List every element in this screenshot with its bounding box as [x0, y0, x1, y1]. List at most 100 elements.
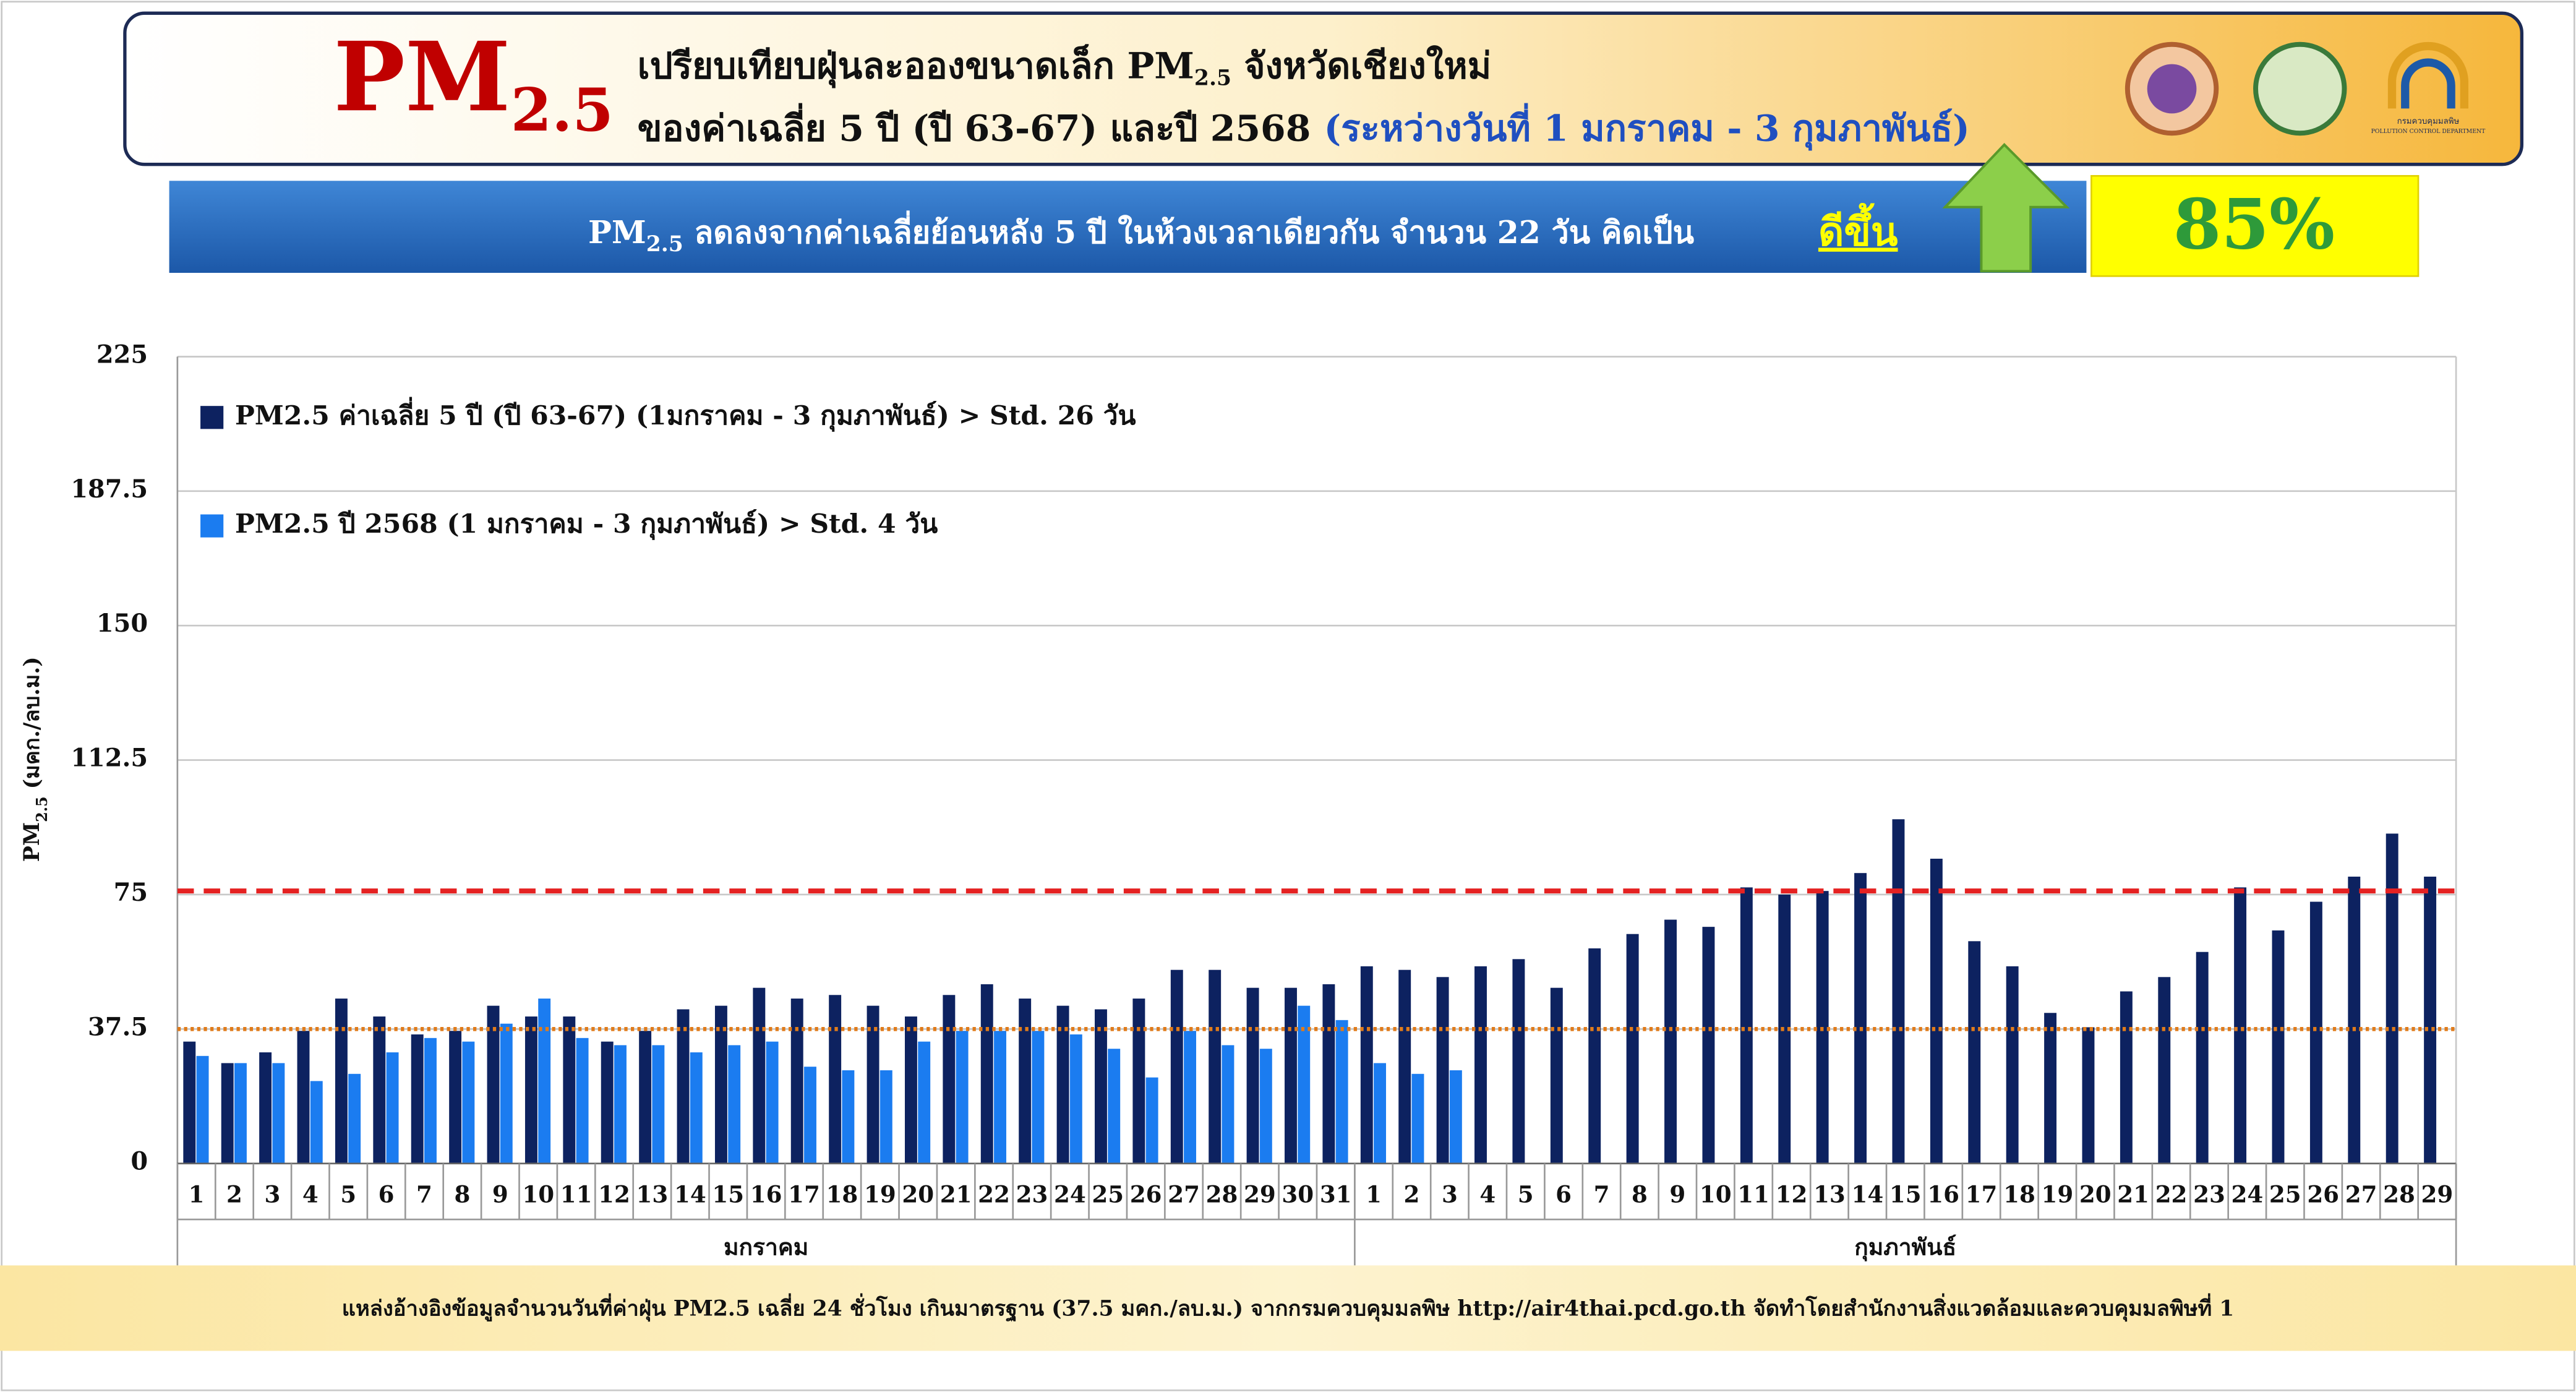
bar	[500, 1023, 513, 1164]
x-tick-label: 8	[454, 1180, 470, 1208]
bar	[524, 1016, 537, 1164]
bar	[1209, 969, 1222, 1164]
x-tick-label: 26	[1130, 1180, 1162, 1208]
bar	[1626, 934, 1639, 1164]
x-tick-label: 9	[1669, 1180, 1685, 1208]
x-tick-label: 21	[2117, 1180, 2149, 1208]
x-tick-label: 3	[264, 1180, 280, 1208]
text-part: (มคก./ลบ.ม.)	[20, 656, 45, 796]
text-part: จังหวัดเชียงใหม่	[1231, 45, 1491, 87]
logo-seal-2	[2253, 41, 2347, 136]
text-part: PM	[20, 822, 45, 862]
bar	[1145, 1077, 1158, 1164]
bar	[2309, 901, 2322, 1164]
bar	[259, 1052, 272, 1164]
bar	[1398, 969, 1411, 1164]
bar	[1246, 987, 1259, 1164]
x-tick-label: 24	[2232, 1180, 2264, 1208]
text-part: ลดลงจากค่าเฉลี่ยย้อนหลัง 5 ปี ในห้วงเวลา…	[683, 210, 1695, 251]
banner-highlight: ดีขึ้น	[1818, 202, 1898, 255]
bar	[1702, 927, 1715, 1164]
percent-box	[2090, 174, 2420, 277]
x-tick-label: 31	[1320, 1180, 1352, 1208]
x-tick-label: 15	[1889, 1180, 1922, 1208]
y-tick-label: 187.5	[71, 475, 148, 504]
bar	[2424, 876, 2437, 1164]
bar	[221, 1063, 234, 1164]
bar	[1095, 1009, 1107, 1164]
bar	[348, 1073, 361, 1164]
x-tick-label: 23	[1016, 1180, 1048, 1208]
bar	[2234, 887, 2247, 1164]
bar	[1069, 1034, 1082, 1164]
bar	[373, 1016, 386, 1164]
bar	[411, 1034, 424, 1164]
legend-label: PM2.5 ปี 2568 (1 มกราคม - 3 กุมภาพันธ์) …	[235, 509, 938, 540]
x-tick-label: 11	[1737, 1180, 1769, 1208]
bar	[1259, 1049, 1272, 1164]
y-tick-label: 0	[131, 1148, 148, 1176]
bar	[1550, 987, 1563, 1164]
bar	[842, 1070, 855, 1164]
bar	[601, 1041, 614, 1164]
x-tick-label: 15	[712, 1180, 744, 1208]
x-tick-label: 12	[1776, 1180, 1808, 1208]
bar	[1170, 969, 1183, 1164]
bar	[1322, 984, 1335, 1164]
logo-text: PM2.5	[333, 21, 614, 145]
bar	[714, 1005, 727, 1164]
banner-text: PM2.5 ลดลงจากค่าเฉลี่ยย้อนหลัง 5 ปี ในห้…	[588, 210, 1695, 256]
bar	[1108, 1049, 1121, 1164]
bar	[1512, 959, 1525, 1164]
bar	[234, 1063, 247, 1164]
bar	[980, 984, 993, 1164]
bar	[538, 999, 551, 1164]
bar	[2196, 952, 2209, 1164]
bar	[487, 1005, 500, 1164]
header-box	[123, 11, 2523, 166]
bar	[956, 1031, 969, 1164]
agency-text: กรมควบคุมมลพิษ	[2397, 117, 2460, 126]
x-tick-label: 3	[1442, 1180, 1458, 1208]
up-arrow	[1942, 142, 2070, 273]
x-tick-label: 21	[940, 1180, 972, 1208]
x-tick-label: 13	[1813, 1180, 1846, 1208]
bar	[1968, 941, 1981, 1164]
bar	[1360, 966, 1373, 1164]
bar	[677, 1009, 690, 1164]
x-tick-label: 16	[750, 1180, 782, 1208]
x-tick-label: 29	[2421, 1180, 2454, 1208]
title-line2-main: ของค่าเฉลี่ย 5 ปี (ปี 63-67) และปี 2568	[638, 103, 1311, 150]
x-tick-label: 30	[1282, 1180, 1314, 1208]
x-tick-label: 25	[1092, 1180, 1124, 1208]
bar	[790, 999, 803, 1164]
bar	[1019, 999, 1032, 1164]
text-part: PM	[588, 214, 646, 251]
bar	[1664, 919, 1677, 1164]
x-tick-label: 19	[864, 1180, 896, 1208]
bar	[310, 1081, 323, 1164]
x-tick-label: 4	[302, 1180, 319, 1208]
pcd-logo-arch	[2387, 41, 2469, 109]
bar	[2158, 977, 2171, 1164]
bar	[1854, 873, 1867, 1164]
bar	[994, 1031, 1006, 1164]
x-tick-label: 18	[2003, 1180, 2035, 1208]
bar	[1411, 1073, 1424, 1164]
bar	[614, 1045, 627, 1164]
x-tick-label: 12	[598, 1180, 630, 1208]
x-tick-label: 10	[522, 1180, 554, 1208]
bar	[2044, 1013, 2057, 1164]
bar	[1032, 1031, 1045, 1164]
bar	[335, 999, 348, 1164]
bar	[272, 1063, 285, 1164]
x-tick-label: 1	[189, 1180, 205, 1208]
bar	[1449, 1070, 1462, 1164]
x-tick-label: 18	[826, 1180, 858, 1208]
x-tick-label: 5	[1518, 1180, 1534, 1208]
bar	[879, 1070, 892, 1164]
x-tick-label: 17	[1966, 1180, 1998, 1208]
bar	[690, 1052, 703, 1164]
x-tick-label: 13	[636, 1180, 669, 1208]
